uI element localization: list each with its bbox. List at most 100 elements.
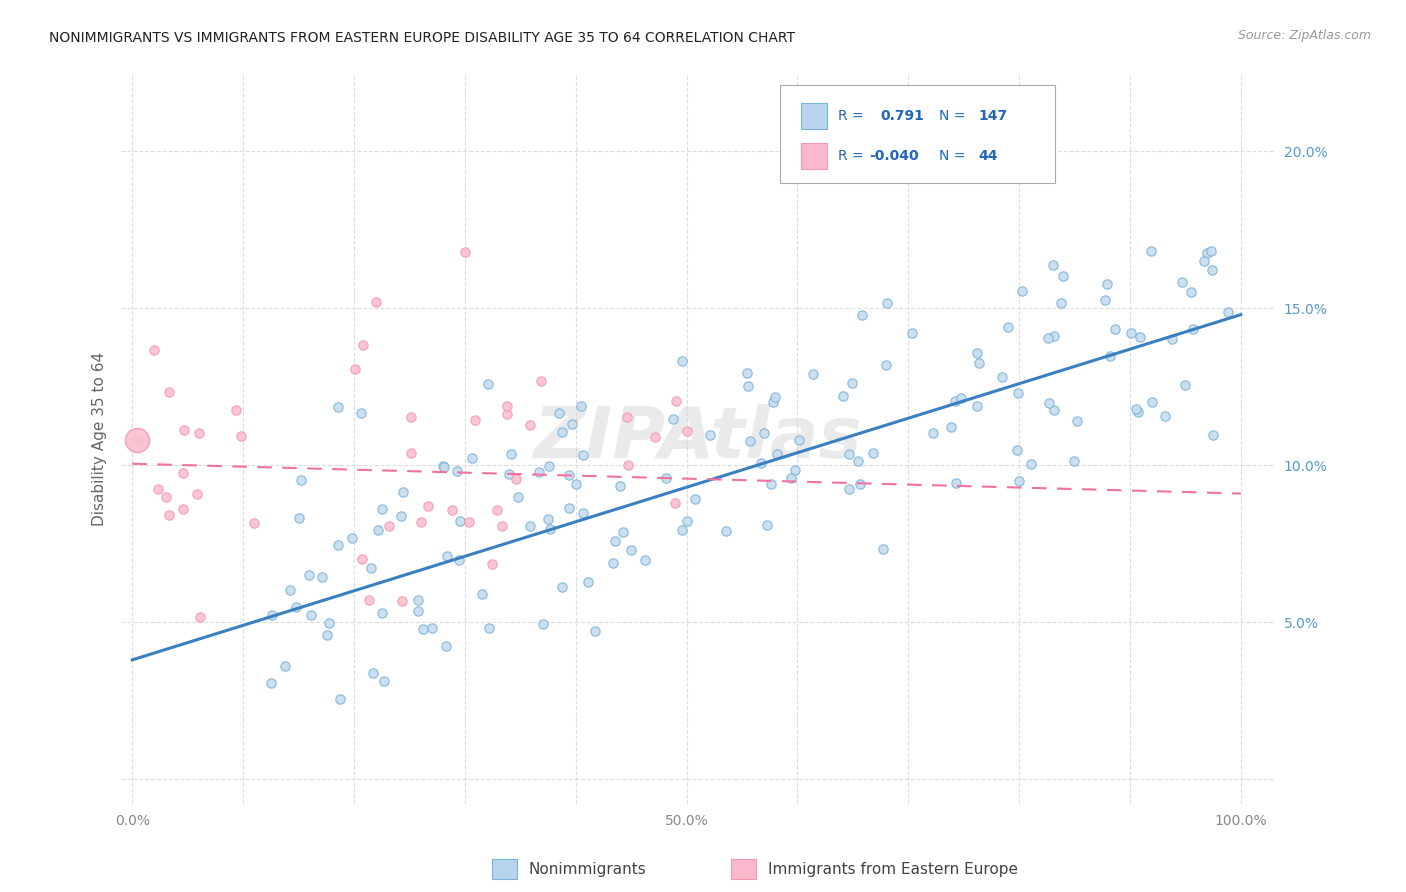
Point <box>991 369 1014 384</box>
Point <box>401 446 423 460</box>
Point <box>1171 275 1194 289</box>
Point <box>558 501 581 516</box>
Point <box>457 515 479 529</box>
Point <box>371 502 394 516</box>
Point <box>699 428 721 442</box>
Point <box>350 552 373 566</box>
Point <box>1194 253 1216 268</box>
Point <box>433 459 456 474</box>
Point <box>740 434 762 449</box>
Point <box>506 490 529 504</box>
Point <box>486 503 509 517</box>
Point <box>311 570 333 584</box>
Point <box>664 495 686 509</box>
Point <box>675 424 697 438</box>
Point <box>671 523 693 537</box>
Point <box>875 358 897 372</box>
Point <box>675 514 697 528</box>
Point <box>876 296 898 310</box>
Point <box>357 593 380 607</box>
Point <box>290 473 312 487</box>
Point <box>616 410 638 425</box>
Point <box>603 533 626 548</box>
Point <box>966 400 988 414</box>
Point <box>1038 396 1060 410</box>
Point <box>1174 378 1197 392</box>
Point <box>519 418 541 433</box>
Point <box>434 640 457 654</box>
Point <box>231 429 253 443</box>
Point <box>157 385 180 400</box>
Text: Nonimmigrants: Nonimmigrants <box>529 863 647 877</box>
Point <box>326 538 349 552</box>
Point <box>665 393 688 408</box>
Point <box>1161 332 1184 346</box>
Point <box>846 453 869 467</box>
Point <box>186 487 208 501</box>
Point <box>477 622 499 636</box>
Point <box>352 337 374 351</box>
Point <box>1063 454 1085 468</box>
Text: 44: 44 <box>979 149 998 163</box>
Point <box>440 502 463 516</box>
Point <box>496 400 519 414</box>
Point <box>862 446 884 460</box>
Text: 0.791: 0.791 <box>880 109 924 123</box>
Point <box>464 413 486 427</box>
Point <box>551 580 574 594</box>
Point <box>1139 244 1161 258</box>
Point <box>609 479 631 493</box>
Point <box>950 391 973 405</box>
Point <box>612 525 634 540</box>
Point <box>787 434 810 448</box>
Point <box>187 425 209 440</box>
Point <box>416 500 439 514</box>
Point <box>298 568 321 582</box>
Point <box>1201 263 1223 277</box>
Point <box>537 512 560 526</box>
Point <box>318 616 340 631</box>
Point <box>449 553 471 567</box>
Point <box>461 451 484 466</box>
Point <box>367 523 389 537</box>
Point <box>943 393 966 408</box>
Point <box>583 624 606 639</box>
Point <box>671 354 693 368</box>
Point <box>1066 414 1088 428</box>
Point <box>714 524 737 538</box>
Point <box>391 508 413 523</box>
Point <box>1202 427 1225 442</box>
Point <box>997 320 1019 334</box>
Point <box>1094 293 1116 307</box>
Text: -0.040: -0.040 <box>869 149 918 163</box>
Point <box>564 476 586 491</box>
Point <box>756 518 779 533</box>
Point <box>299 608 322 623</box>
Point <box>340 532 363 546</box>
Point <box>349 406 371 420</box>
Point <box>190 610 212 624</box>
Point <box>780 471 803 485</box>
Point <box>157 508 180 523</box>
Point <box>1181 322 1204 336</box>
Point <box>735 366 758 380</box>
Text: NONIMMIGRANTS VS IMMIGRANTS FROM EASTERN EUROPE DISABILITY AGE 35 TO 64 CORRELAT: NONIMMIGRANTS VS IMMIGRANTS FROM EASTERN… <box>49 31 796 45</box>
Point <box>569 399 592 413</box>
Point <box>1097 277 1119 291</box>
Point <box>360 561 382 575</box>
Point <box>498 467 520 482</box>
Point <box>491 519 513 533</box>
Point <box>576 574 599 589</box>
Point <box>661 412 683 426</box>
Point <box>1050 296 1073 310</box>
Point <box>551 425 574 439</box>
Point <box>1042 259 1064 273</box>
Point <box>481 557 503 571</box>
Point <box>173 423 195 437</box>
Point <box>172 467 194 481</box>
Point <box>420 621 443 635</box>
Point <box>529 466 551 480</box>
Text: N =: N = <box>939 109 966 123</box>
Point <box>285 600 308 615</box>
Point <box>155 490 177 504</box>
